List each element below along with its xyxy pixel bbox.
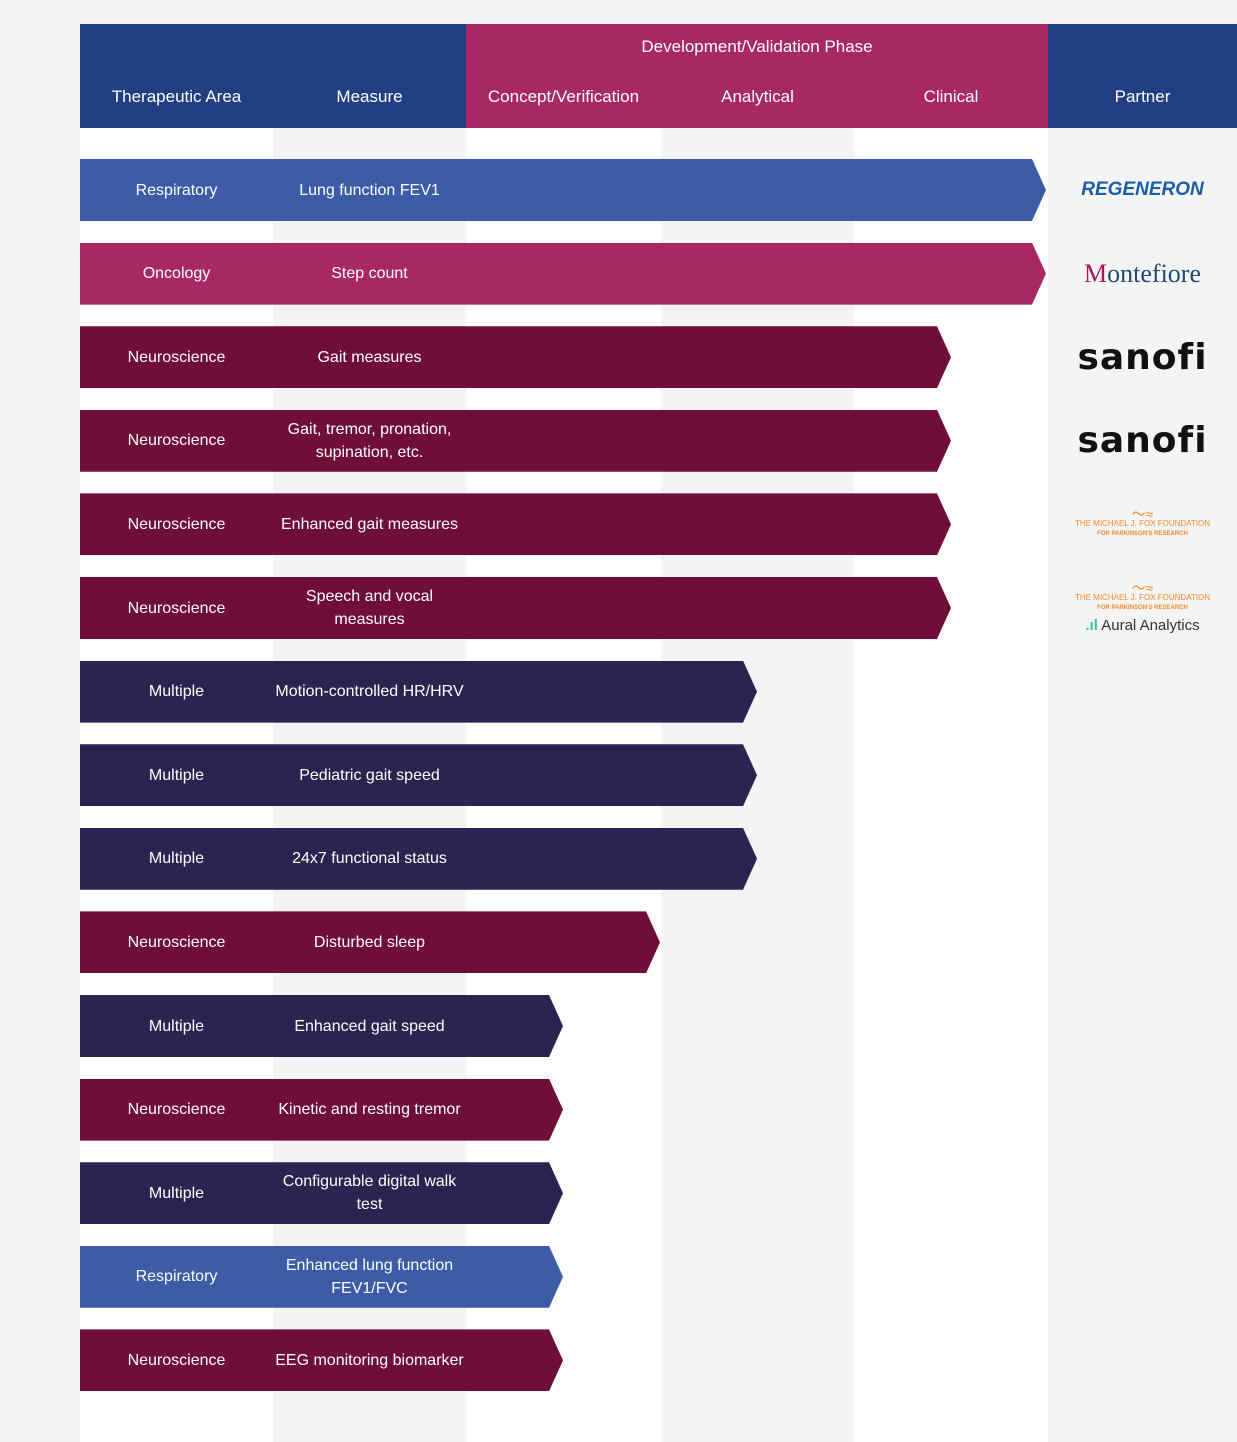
therapeutic-area: Multiple [148, 766, 205, 784]
header-phase-group: Development/Validation Phase [641, 37, 873, 56]
measure: Speech and vocal measures [305, 588, 434, 628]
therapeutic-area: Neuroscience [127, 515, 226, 533]
therapeutic-area: Oncology [142, 265, 211, 283]
pipeline-row: Neuroscience Disturbed sleep [80, 911, 660, 974]
partner-logo: REGENERON [1048, 159, 1237, 221]
pipeline-row: Oncology Step count [80, 242, 1046, 305]
measure: Configurable digital walk test [282, 1173, 457, 1214]
therapeutic-area: Respiratory [135, 1268, 218, 1286]
column-bg [854, 128, 1048, 1442]
therapeutic-area: Multiple [148, 683, 205, 701]
partner-logo: Montefiore [1048, 243, 1237, 305]
pipeline-row: Neuroscience EEG monitoring biomarker [80, 1329, 563, 1392]
header-phase-concept: Concept/Verification [487, 87, 640, 106]
pipeline-row: Neuroscience Speech and vocal measures [80, 577, 951, 639]
therapeutic-area: Multiple [148, 1184, 205, 1202]
therapeutic-area: Neuroscience [127, 933, 226, 951]
partner-logo: 〜≈ THE MICHAEL J. FOX FOUNDATION FOR PARKI… [1048, 493, 1237, 555]
header-therapeutic-area: Therapeutic Area [111, 87, 242, 106]
pipeline-row: Multiple Pediatric gait speed [80, 744, 757, 807]
header-phase [466, 24, 1048, 128]
header-phase-clinical: Clinical [923, 87, 979, 106]
measure: Lung function FEV1 [299, 181, 440, 199]
measure: Enhanced lung function FEV1/FVC [285, 1256, 454, 1297]
therapeutic-area: Neuroscience [127, 1101, 226, 1119]
sanofi-logo: sanofi [1077, 420, 1208, 462]
partner-logo: 〜≈ THE MICHAEL J. FOX FOUNDATION FOR PARKI… [1048, 577, 1237, 639]
pipeline-row: Multiple Motion-controlled HR/HRV [80, 660, 757, 723]
therapeutic-area: Multiple [148, 1017, 205, 1035]
sanofi-logo: sanofi [1077, 336, 1208, 378]
pipeline-row: Multiple 24x7 functional status [80, 827, 757, 890]
pipeline-row: Neuroscience Gait measures [80, 326, 951, 389]
measure: Enhanced gait speed [294, 1017, 445, 1035]
header-left [80, 24, 466, 128]
measure: Gait, tremor, pronation, supination, etc… [287, 420, 452, 461]
measure: Pediatric gait speed [299, 766, 440, 784]
measure: Disturbed sleep [313, 933, 426, 951]
measure: Kinetic and resting tremor [278, 1101, 461, 1119]
header-measure: Measure [336, 87, 403, 106]
pipeline-row: Multiple Enhanced gait speed [80, 995, 563, 1057]
measure: EEG monitoring biomarker [275, 1351, 464, 1369]
pipeline-row: Neuroscience Kinetic and resting tremor [80, 1078, 563, 1141]
therapeutic-area: Respiratory [135, 181, 218, 199]
measure: Step count [331, 265, 408, 283]
therapeutic-area: Neuroscience [127, 348, 226, 366]
therapeutic-area: Neuroscience [127, 1351, 226, 1369]
header-partner-label: Partner [1114, 87, 1171, 106]
partner-logo: sanofi [1048, 326, 1237, 388]
aural-analytics-logo: .ıl Aural Analytics [1085, 616, 1200, 634]
therapeutic-area: Neuroscience [127, 432, 226, 450]
pipeline-row: Respiratory Lung function FEV1 [80, 159, 1046, 221]
pipeline-row: Neuroscience Gait, tremor, pronation, sup… [80, 409, 951, 472]
pipeline-row: Neuroscience Enhanced gait measures [80, 493, 951, 556]
measure: Gait measures [317, 348, 422, 366]
header-phase-analytical: Analytical [721, 87, 794, 106]
measure: Motion-controlled HR/HRV [275, 683, 464, 701]
therapeutic-area: Neuroscience [127, 599, 226, 617]
measure: 24x7 functional status [292, 850, 447, 868]
michael-j-fox-foundation-logo: 〜≈ THE MICHAEL J. FOX FOUNDATION FOR PARKI… [1074, 579, 1211, 611]
partner-logo: sanofi [1048, 410, 1237, 472]
michael-j-fox-foundation-logo: 〜≈ THE MICHAEL J. FOX FOUNDATION FOR PARKI… [1074, 506, 1211, 538]
header-partner [1048, 24, 1237, 128]
regeneron-logo: REGENERON [1081, 179, 1204, 200]
pipeline-row: Respiratory Enhanced lung function FEV1/F… [80, 1245, 563, 1308]
montefiore-logo: Montefiore [1084, 258, 1201, 288]
pipeline-row: Multiple Configurable digital walk test [80, 1162, 563, 1225]
measure: Enhanced gait measures [281, 515, 458, 533]
therapeutic-area: Multiple [148, 850, 205, 868]
